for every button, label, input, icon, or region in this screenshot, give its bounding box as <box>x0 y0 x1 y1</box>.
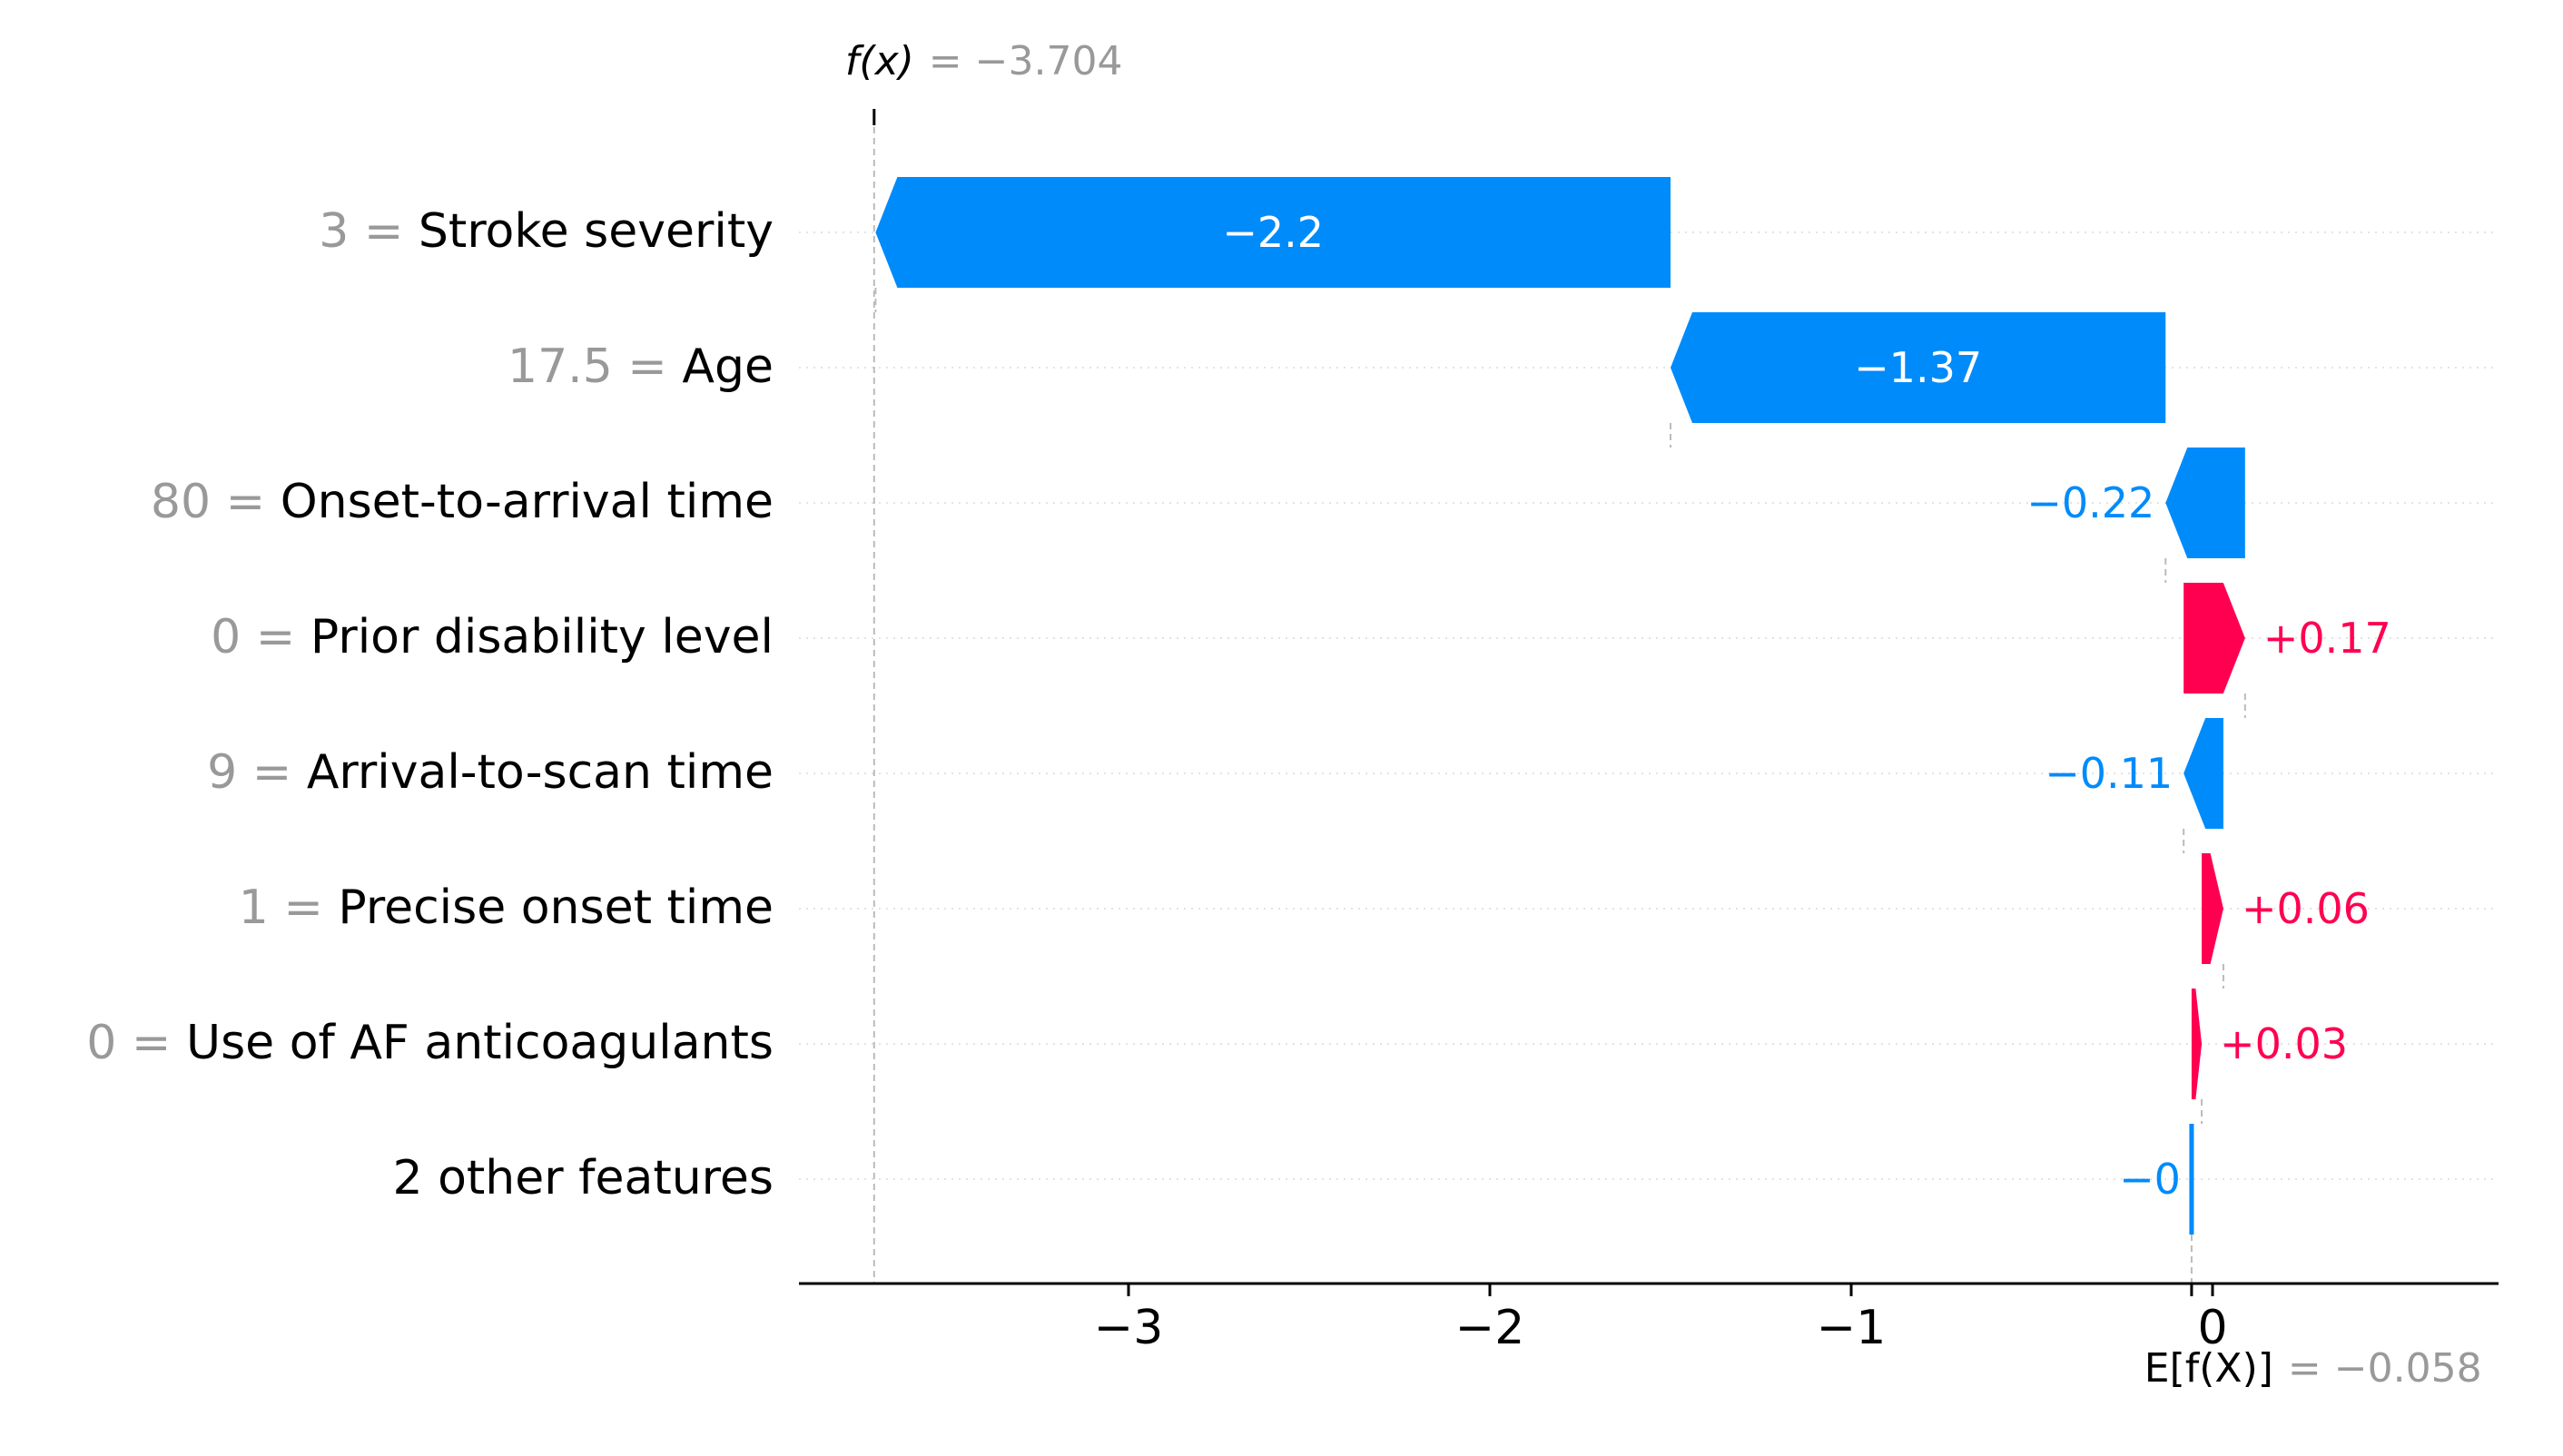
feature-value-label: 0 = <box>211 610 311 664</box>
feature-name: Use of AF anticoagulants <box>186 1016 774 1070</box>
grid-lines <box>799 231 2499 1180</box>
fx-annotation: f(x) = −3.704 <box>845 38 1123 84</box>
feature-label: 2 other features <box>392 1151 774 1205</box>
feature-name: Precise onset time <box>338 880 774 935</box>
labels: 3 = Stroke severity −2.2 17.5 = Age −1.37 80… <box>86 204 2390 1205</box>
feature-label: 3 = Stroke severity <box>319 204 774 259</box>
shap-value-label: −2.2 <box>1222 208 1324 257</box>
feature-value-label: 17.5 = <box>508 339 682 394</box>
feature-name: Arrival-to-scan time <box>307 745 774 800</box>
feature-name: Age <box>682 339 774 394</box>
shap-bar <box>2165 448 2245 558</box>
fx-value: = −3.704 <box>929 38 1123 84</box>
x-tick-label: −1 <box>1817 1301 1887 1355</box>
efx-value: = −0.058 <box>2288 1345 2482 1392</box>
shap-bar <box>1671 312 2166 423</box>
shap-value-label: −1.37 <box>1854 343 1982 392</box>
feature-value-label: 0 = <box>86 1016 186 1070</box>
shap-value-label: −0 <box>2119 1155 2181 1204</box>
guide-lines <box>872 109 2246 1284</box>
feature-name: 2 other features <box>392 1151 774 1205</box>
shap-bar <box>2191 989 2203 1099</box>
shap-bar <box>2202 853 2223 964</box>
feature-label: 1 = Precise onset time <box>239 880 774 935</box>
x-axis: −3 −2 −1 0 <box>799 1282 2499 1355</box>
feature-value-label: 80 = <box>151 475 281 529</box>
shap-value-label: +0.03 <box>2220 1019 2348 1068</box>
bars <box>875 177 2245 1235</box>
shap-bar <box>2183 583 2245 694</box>
shap-value-label: −0.11 <box>2045 749 2173 798</box>
feature-name: Prior disability level <box>311 610 774 664</box>
efx-annotation: E[f(X)] = −0.058 <box>2144 1345 2482 1392</box>
shap-value-label: +0.06 <box>2242 884 2370 933</box>
feature-label: 9 = Arrival-to-scan time <box>207 745 774 800</box>
fx-label: f(x) <box>845 38 914 84</box>
feature-label: 0 = Prior disability level <box>211 610 774 664</box>
shap-bar <box>875 177 1671 288</box>
shap-value-label: −0.22 <box>2026 478 2154 527</box>
shap-value-label: +0.17 <box>2263 614 2391 663</box>
x-tick-label: 0 <box>2197 1301 2227 1355</box>
feature-name: Stroke severity <box>419 204 774 259</box>
feature-value-label: 9 = <box>207 745 307 800</box>
feature-label: 17.5 = Age <box>508 339 774 394</box>
x-tick-label: −3 <box>1094 1301 1164 1355</box>
x-tick-label: −2 <box>1455 1301 1525 1355</box>
feature-value-label: 1 = <box>239 880 339 935</box>
feature-value-label: 3 = <box>319 204 419 259</box>
feature-label: 0 = Use of AF anticoagulants <box>86 1016 774 1070</box>
feature-name: Onset-to-arrival time <box>281 475 774 529</box>
feature-label: 80 = Onset-to-arrival time <box>151 475 774 529</box>
shap-bar <box>2183 718 2223 829</box>
efx-label: E[f(X)] <box>2144 1345 2273 1392</box>
